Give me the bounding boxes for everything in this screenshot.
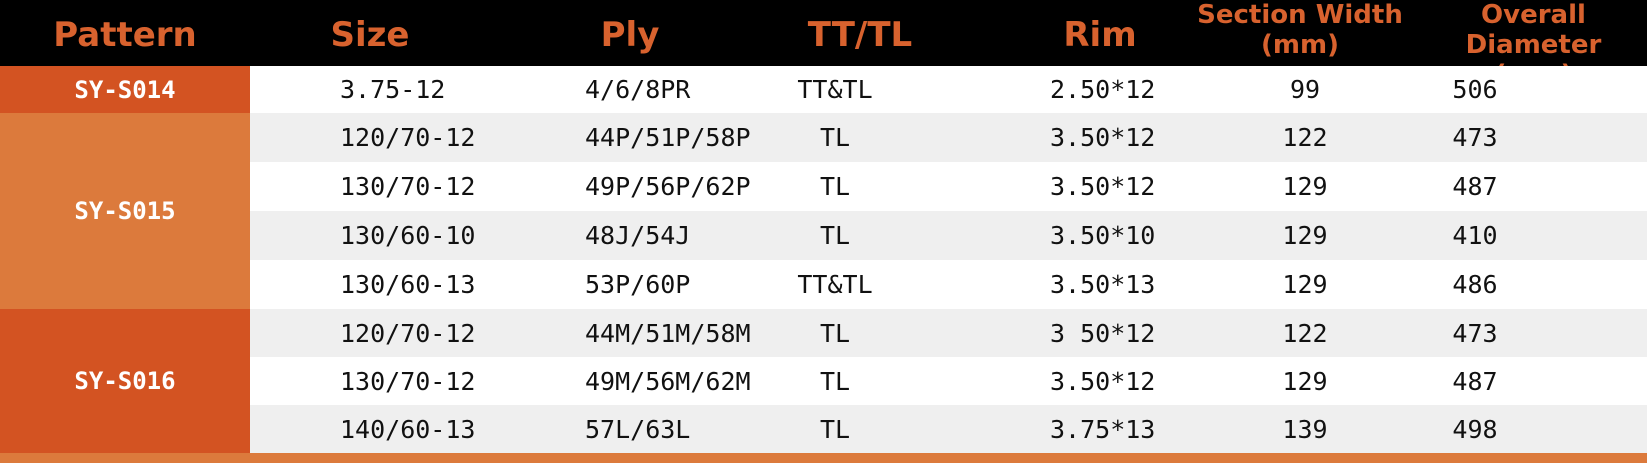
header-section-width-line2: (mm): [1261, 30, 1339, 60]
section-width-cell: 122: [1282, 123, 1328, 152]
tt-tl-cell: TT&TL: [797, 75, 873, 104]
overall-diameter-cell: 473: [1452, 318, 1498, 348]
tt-tl-cell: TL: [819, 123, 851, 152]
tt-tl-cell: TT&TL: [797, 270, 873, 299]
rim-cell: 3.50*13: [1050, 270, 1156, 299]
ply-cell: 4/6/8PR: [585, 75, 691, 104]
tt-tl-cell: TL: [819, 366, 851, 396]
header-size: Size: [330, 15, 410, 55]
header-tt-tl: TT/TL: [807, 15, 913, 55]
overall-diameter-cell: 410: [1452, 221, 1498, 250]
header-rim: Rim: [1063, 15, 1137, 55]
header-ply: Ply: [600, 15, 660, 55]
table-row: 130/60-10 48J/54J TL 3.50*10 129 410: [250, 211, 1647, 260]
size-cell: 120/70-12: [340, 318, 476, 348]
ply-cell: 49P/56P/62P: [585, 172, 751, 201]
size-cell: 130/60-10: [340, 221, 476, 250]
ply-cell: 48J/54J: [585, 221, 691, 250]
table-header: Pattern Size Ply TT/TL Rim Section Width…: [0, 0, 1647, 90]
pattern-cell: SY-S015: [0, 113, 250, 309]
size-cell: 130/70-12: [340, 366, 476, 396]
bottom-accent-bar: [0, 453, 1647, 463]
overall-diameter-cell: 506: [1452, 75, 1498, 104]
overall-diameter-cell: 486: [1452, 270, 1498, 299]
table-row: 120/70-12 44P/51P/58P TL 3.50*12 122 473: [250, 113, 1647, 162]
tt-tl-cell: TL: [819, 172, 851, 201]
pattern-cell: SY-S014: [0, 66, 250, 113]
size-cell: 3.75-12: [340, 75, 446, 104]
rim-cell: 3.50*12: [1050, 366, 1156, 396]
ply-cell: 44P/51P/58P: [585, 123, 751, 152]
tt-tl-cell: TL: [819, 318, 851, 348]
overall-diameter-cell: 473: [1452, 123, 1498, 152]
size-cell: 120/70-12: [340, 123, 476, 152]
section-width-cell: 99: [1289, 75, 1321, 104]
rim-cell: 2.50*12: [1050, 75, 1156, 104]
overall-diameter-cell: 487: [1452, 172, 1498, 201]
ply-cell: 53P/60P: [585, 270, 691, 299]
rim-cell: 3.50*10: [1050, 221, 1156, 250]
tt-tl-cell: TL: [819, 221, 851, 250]
ply-cell: 44M/51M/58M: [585, 318, 751, 348]
section-width-cell: 129: [1282, 221, 1328, 250]
tt-tl-cell: TL: [819, 414, 851, 444]
table-row: 130/70-12 49M/56M/62M TL 3.50*12 129 487: [250, 357, 1647, 405]
rim-cell: 3.75*13: [1050, 414, 1156, 444]
section-width-cell: 129: [1282, 366, 1328, 396]
header-section-width: Section Width (mm): [1180, 0, 1420, 60]
size-cell: 130/60-13: [340, 270, 476, 299]
table-row: 130/70-12 49P/56P/62P TL 3.50*12 129 487: [250, 162, 1647, 211]
size-cell: 130/70-12: [340, 172, 476, 201]
section-width-cell: 122: [1282, 318, 1328, 348]
table-row: 130/60-13 53P/60P TT&TL 3.50*13 129 486: [250, 260, 1647, 309]
table-row: 120/70-12 44M/51M/58M TL 3 50*12 122 473: [250, 309, 1647, 357]
overall-diameter-cell: 498: [1452, 414, 1498, 444]
rim-cell: 3.50*12: [1050, 123, 1156, 152]
rim-cell: 3.50*12: [1050, 172, 1156, 201]
header-overall-diameter-line1: Overall Diameter: [1465, 0, 1602, 60]
header-section-width-line1: Section Width: [1197, 0, 1403, 30]
overall-diameter-cell: 487: [1452, 366, 1498, 396]
section-width-cell: 139: [1282, 414, 1328, 444]
section-width-cell: 129: [1282, 270, 1328, 299]
ply-cell: 57L/63L: [585, 414, 691, 444]
rim-cell: 3 50*12: [1050, 318, 1156, 348]
table-row: 3.75-12 4/6/8PR TT&TL 2.50*12 99 506: [250, 66, 1647, 113]
header-pattern: Pattern: [53, 15, 197, 55]
section-width-cell: 129: [1282, 172, 1328, 201]
size-cell: 140/60-13: [340, 414, 476, 444]
table-row: 140/60-13 57L/63L TL 3.75*13 139 498: [250, 405, 1647, 453]
pattern-cell: SY-S016: [0, 309, 250, 453]
ply-cell: 49M/56M/62M: [585, 366, 751, 396]
